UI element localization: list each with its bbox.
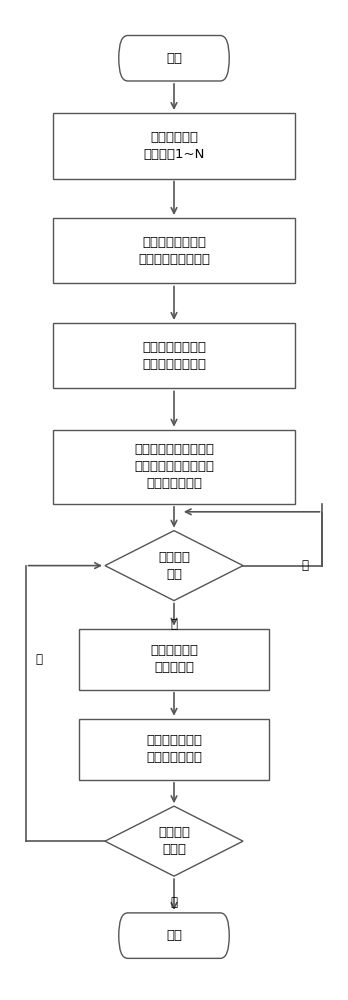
- Polygon shape: [105, 531, 243, 601]
- Text: 对每台服务器
进行编号1~N: 对每台服务器 进行编号1~N: [143, 131, 205, 161]
- Polygon shape: [105, 806, 243, 876]
- FancyBboxPatch shape: [53, 218, 295, 283]
- Text: 是: 是: [171, 618, 177, 631]
- Text: 有可用的
服务器: 有可用的 服务器: [158, 826, 190, 856]
- Text: 有新任务
到达: 有新任务 到达: [158, 551, 190, 581]
- Text: 计算出比值最
小的服务器: 计算出比值最 小的服务器: [150, 644, 198, 674]
- Text: 是: 是: [36, 653, 43, 666]
- FancyBboxPatch shape: [53, 430, 295, 504]
- Text: 根据任务类型的复
杂度设定任务权值: 根据任务类型的复 杂度设定任务权值: [142, 341, 206, 371]
- FancyBboxPatch shape: [79, 719, 269, 780]
- Text: 根据服务器的处理
能力设定服务器权值: 根据服务器的处理 能力设定服务器权值: [138, 236, 210, 266]
- Text: 开始: 开始: [166, 52, 182, 65]
- Text: 结束: 结束: [166, 929, 182, 942]
- Text: 将任务分配给比
值最小的服务器: 将任务分配给比 值最小的服务器: [146, 734, 202, 764]
- Text: 否: 否: [302, 559, 309, 572]
- FancyBboxPatch shape: [53, 323, 295, 388]
- FancyBboxPatch shape: [53, 113, 295, 179]
- Text: 对于每个服务器，计算
出所有任务权值之和与
服务器权值之比: 对于每个服务器，计算 出所有任务权值之和与 服务器权值之比: [134, 443, 214, 490]
- FancyBboxPatch shape: [79, 629, 269, 690]
- Text: 否: 否: [171, 896, 177, 909]
- FancyBboxPatch shape: [119, 36, 229, 81]
- FancyBboxPatch shape: [119, 913, 229, 958]
